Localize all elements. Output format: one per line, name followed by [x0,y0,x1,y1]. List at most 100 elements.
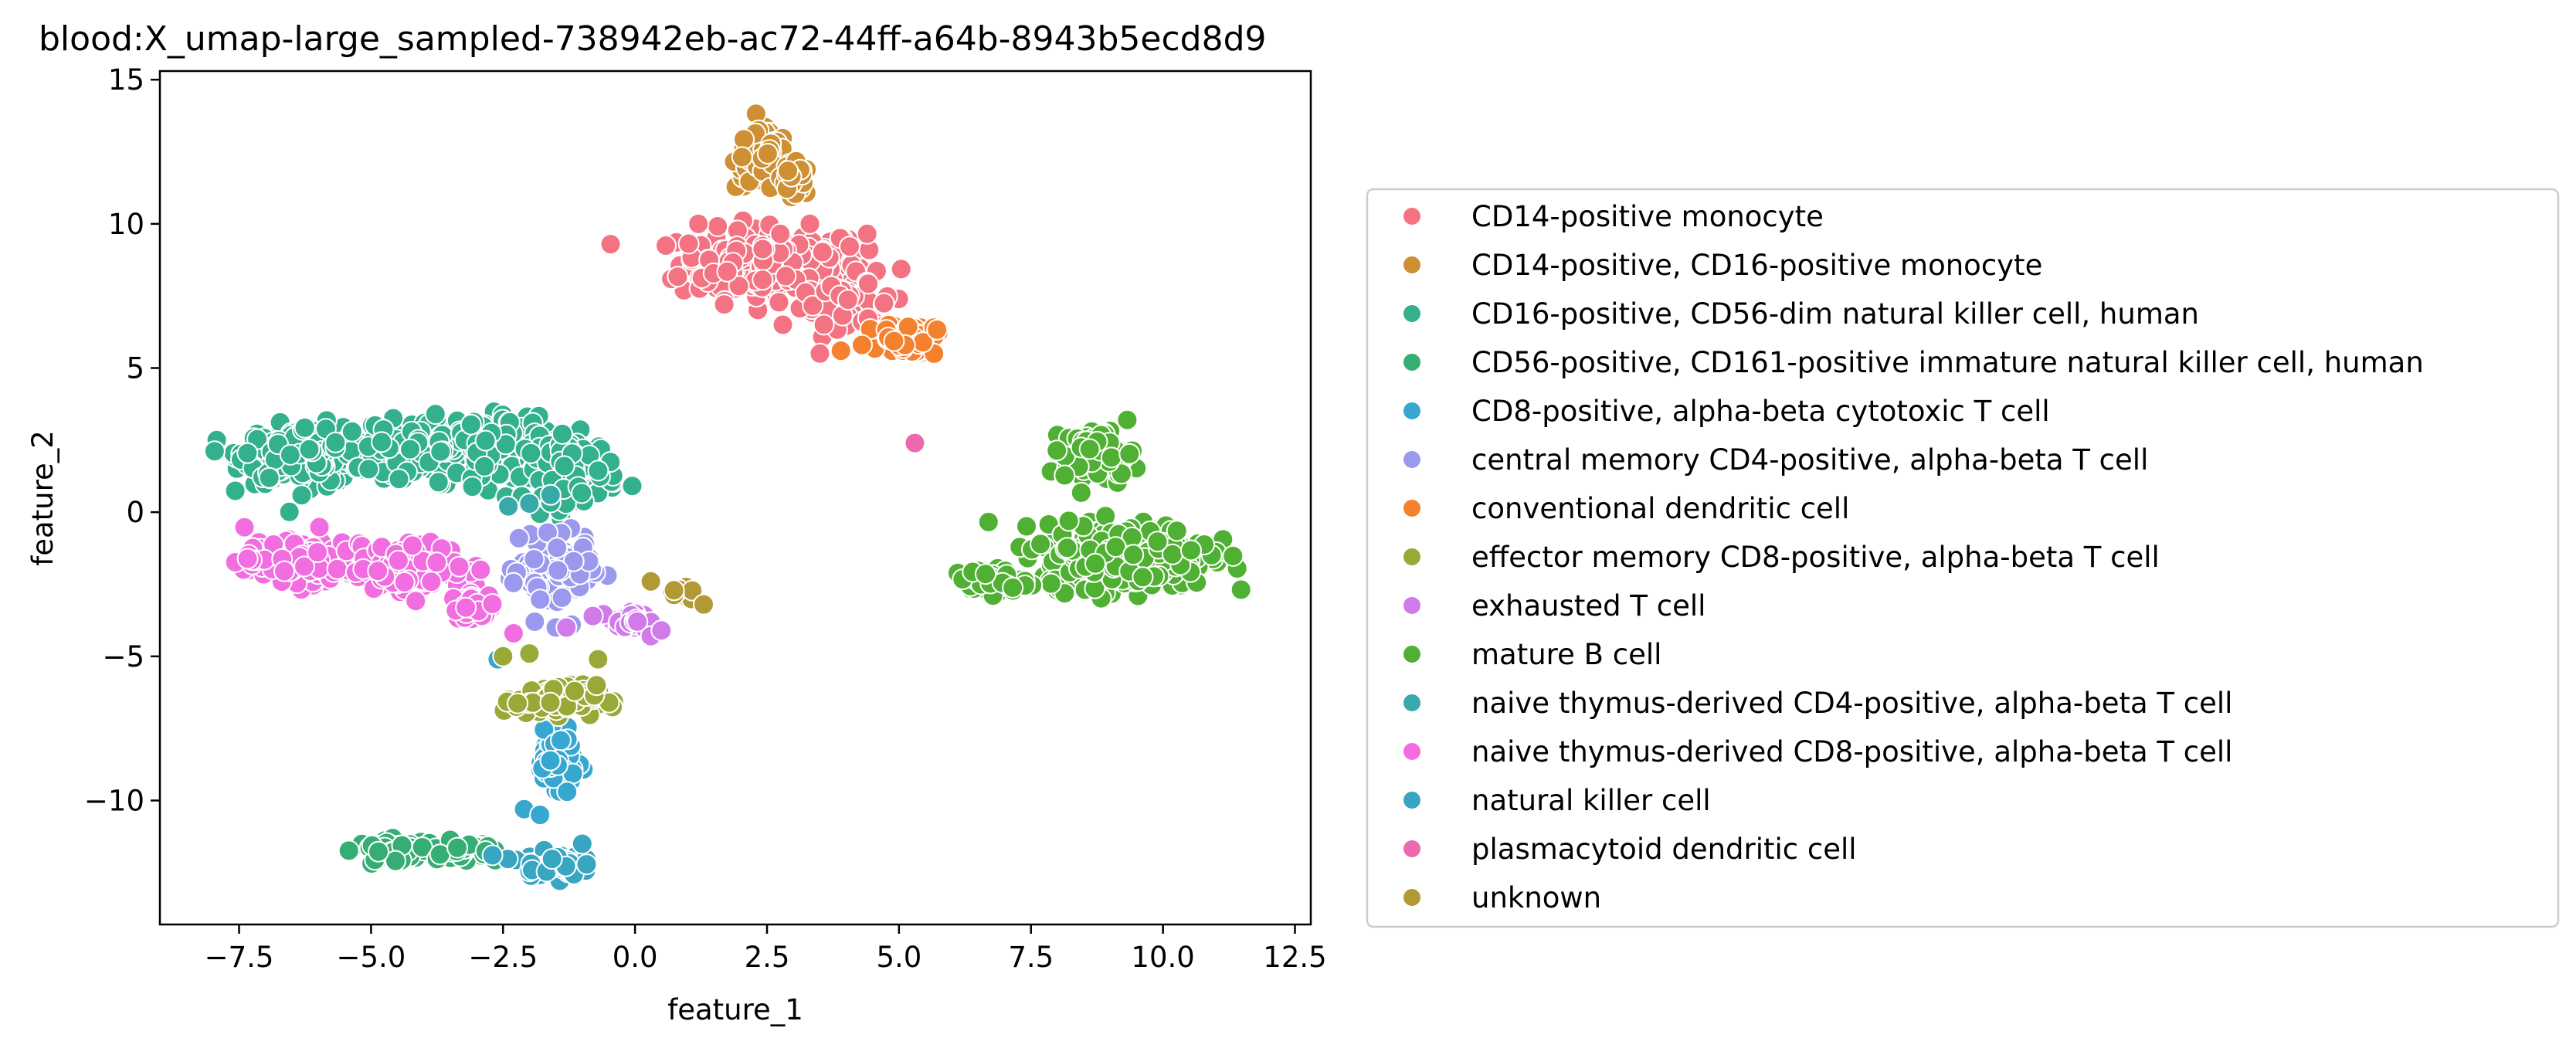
legend-label: CD8-positive, alpha-beta cytotoxic T cel… [1471,395,2050,428]
data-point [405,590,427,612]
data-point [460,413,482,436]
data-point [575,853,598,876]
data-point [424,403,446,426]
data-point [529,589,552,611]
data-point [553,455,575,477]
data-point [539,483,562,506]
plot-frame [158,70,1312,926]
series-6 [830,314,949,365]
data-point [1122,544,1145,566]
legend-item: mature B cell [1402,638,1661,671]
legend-marker [1402,498,1422,518]
data-point [420,571,443,593]
data-point [518,643,541,665]
y-tick-label: 15 [108,63,144,97]
series-0 [599,209,926,454]
legend-item: CD14-positive monocyte [1402,200,1824,233]
data-point [455,596,477,619]
legend-marker [1402,352,1422,372]
series-5 [499,517,619,639]
legend-item: unknown [1402,881,1601,914]
series-1 [723,103,818,208]
legend-marker [1402,595,1422,616]
legend-marker [1402,790,1422,810]
data-point [1030,533,1052,555]
data-point [294,555,315,578]
data-point [497,495,520,517]
legend-item: CD56-positive, CD161-positive immature n… [1402,346,2424,379]
series-11 [224,516,524,644]
data-point [502,622,524,644]
data-point [1146,531,1169,553]
data-point [839,236,860,258]
data-point [621,475,643,497]
data-point [1054,464,1076,487]
data-point [890,258,912,280]
data-point [324,431,347,453]
data-point [203,440,226,463]
data-point [385,850,406,872]
data-point [752,238,774,260]
data-point [278,500,300,523]
data-point [492,645,514,667]
data-point [387,549,409,572]
data-point [677,232,700,255]
legend-item: effector memory CD8-positive, alpha-beta… [1402,541,2160,574]
legend-item: central memory CD4-positive, alpha-beta … [1402,443,2148,477]
data-point [1118,443,1141,465]
data-point [1100,446,1122,469]
data-point [507,692,529,714]
data-point [1180,539,1202,561]
legend-marker [1402,449,1422,470]
legend-marker [1402,401,1422,421]
legend-label: plasmacytoid dendritic cell [1471,833,1857,866]
data-point [273,560,295,582]
data-point [663,579,685,602]
legend-marker [1402,206,1422,226]
series-12 [481,833,598,892]
data-point [733,128,755,151]
data-point [279,443,301,466]
data-point [326,558,348,580]
legend-label: exhausted T cell [1471,589,1705,622]
legend-label: CD56-positive, CD161-positive immature n… [1471,346,2424,379]
data-point [837,289,859,311]
data-point [707,215,729,237]
data-point [448,555,470,578]
legend-label: CD14-positive monocyte [1471,200,1824,233]
data-point [426,551,448,574]
data-point [1222,544,1244,567]
data-point [473,455,496,477]
data-point [1056,537,1078,559]
data-point [756,143,779,165]
data-point [520,442,542,464]
y-tick-label: 5 [126,352,144,385]
x-tick-label: 7.5 [1008,941,1054,974]
data-point [547,559,569,582]
data-point [298,438,321,460]
data-point [236,548,259,570]
data-point [539,691,562,714]
data-point [813,314,835,336]
data-point [1132,566,1154,589]
data-point [769,222,792,245]
legend-label: naive thymus-derived CD4-positive, alpha… [1471,687,2232,720]
legend-label: central memory CD4-positive, alpha-beta … [1471,443,2148,477]
data-point [626,610,649,633]
data-point [851,334,873,356]
x-tick-label: 12.5 [1263,941,1326,974]
legend-marker [1402,547,1422,567]
data-point [731,146,753,168]
data-point [904,432,926,454]
data-point [687,212,710,235]
legend-item: conventional dendritic cell [1402,492,1849,525]
series-13 [904,432,926,454]
data-point [1016,515,1037,538]
legend-label: conventional dendritic cell [1471,492,1849,525]
data-point [1078,438,1101,460]
data-point [307,541,329,564]
data-point [752,269,774,291]
data-point [1046,439,1068,462]
data-point [1105,536,1127,558]
